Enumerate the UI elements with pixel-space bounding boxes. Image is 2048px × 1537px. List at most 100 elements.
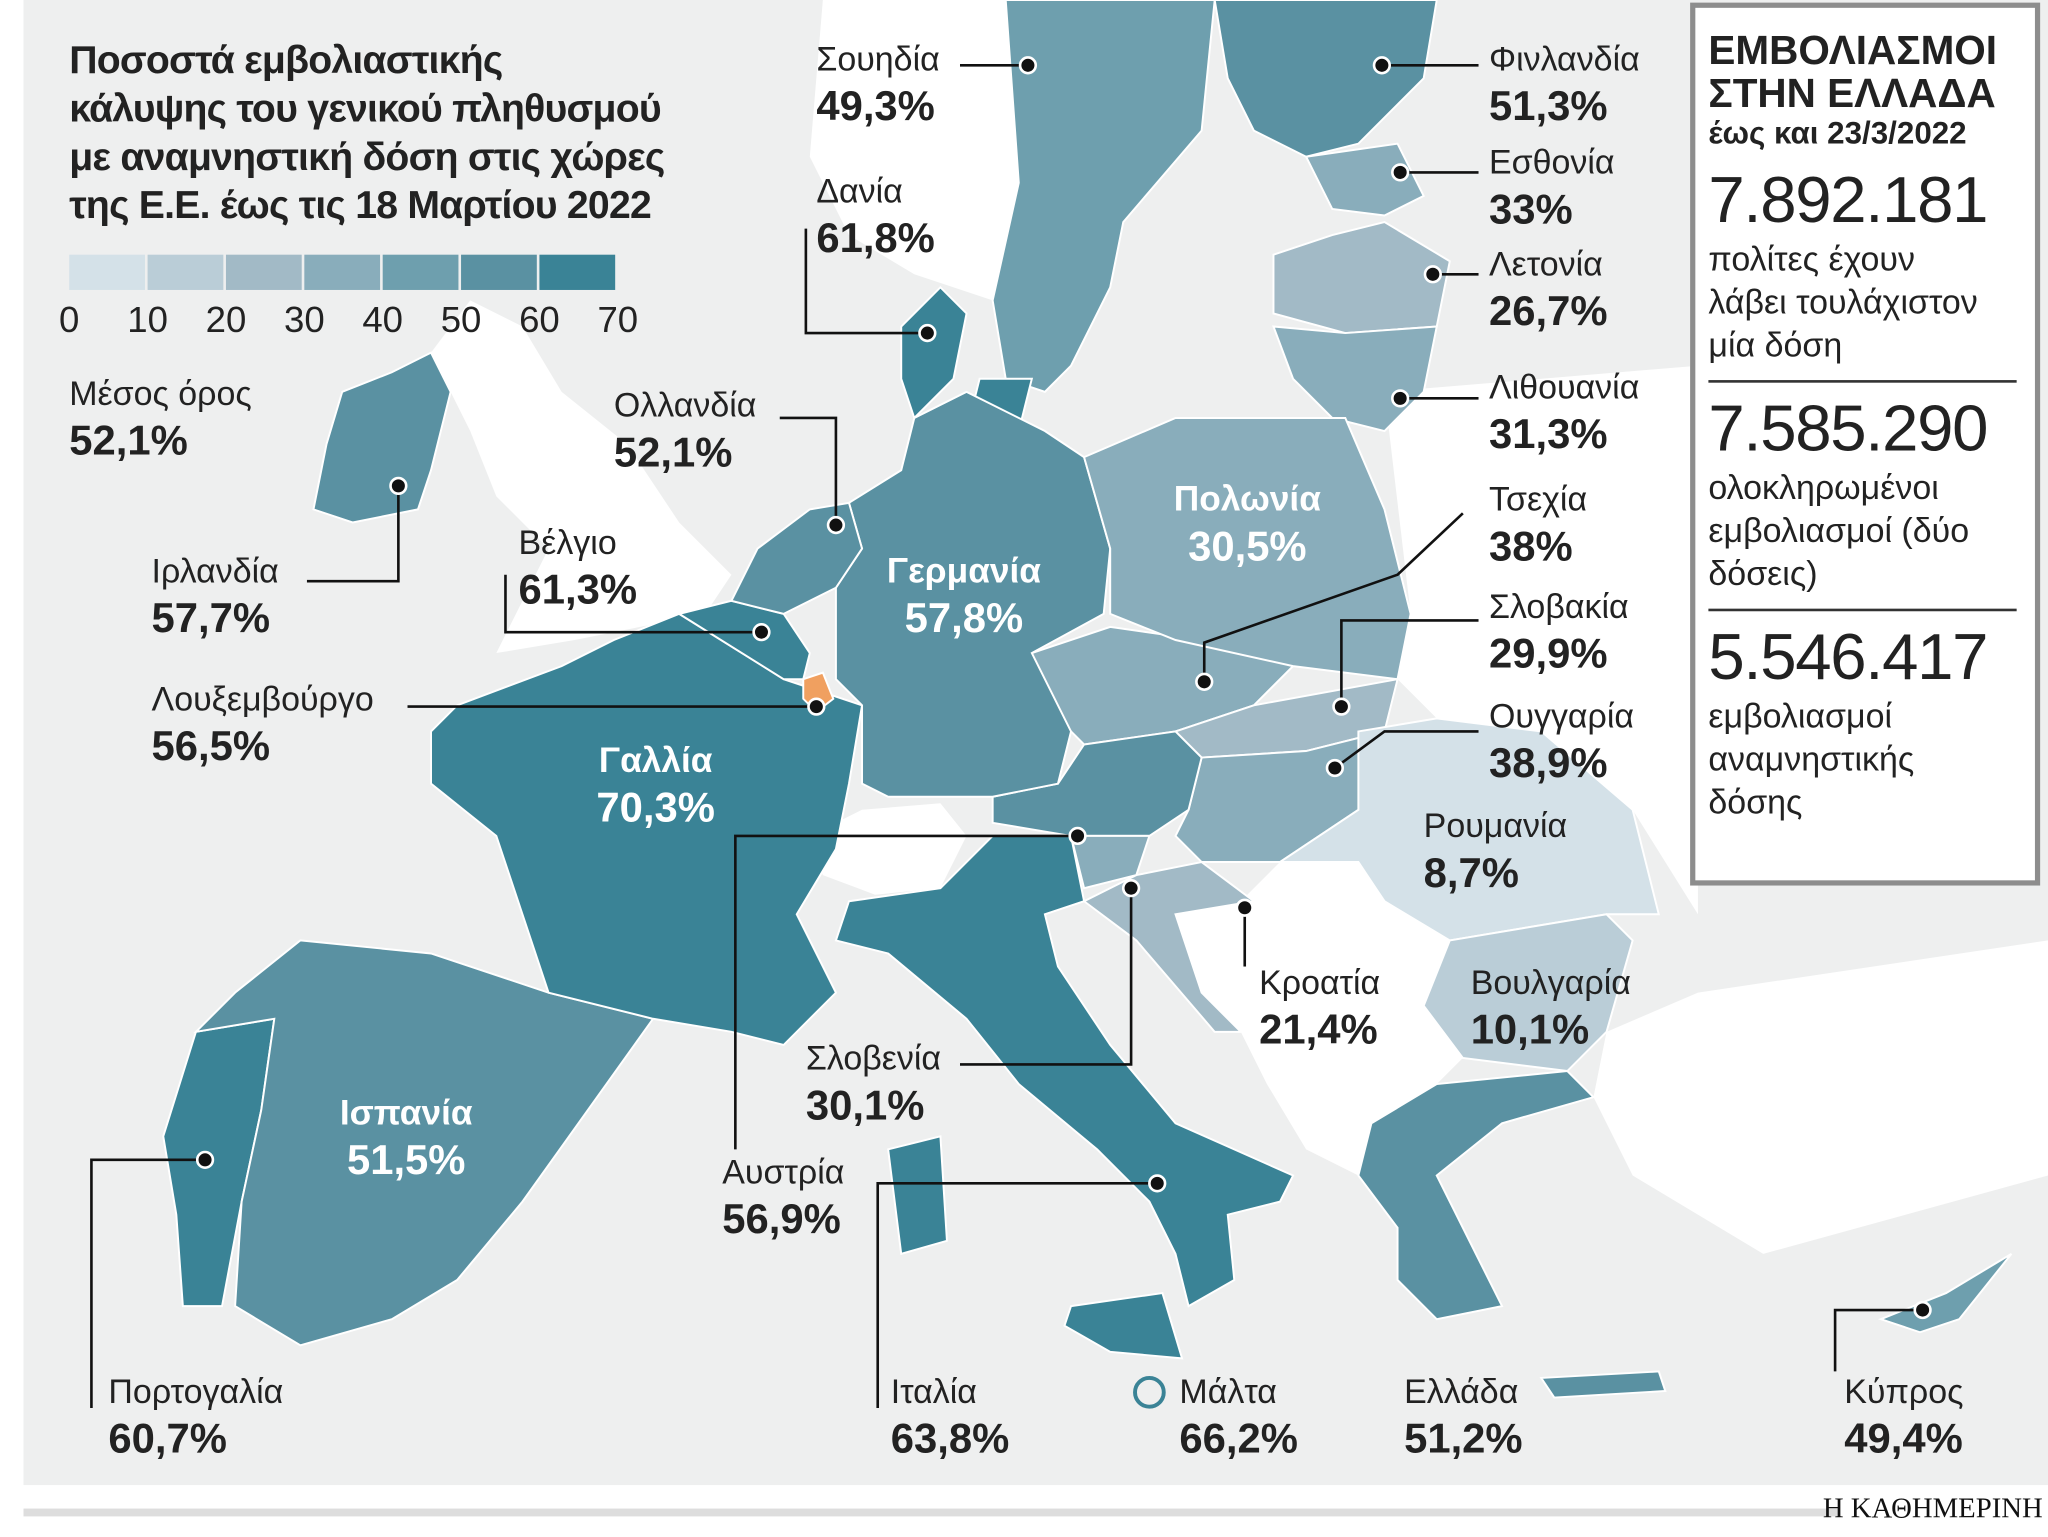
average-label: Μέσος όρος 52,1%	[69, 370, 252, 464]
switzerland-shape	[809, 803, 967, 895]
legend-tick: 70	[597, 299, 639, 340]
marker-dot	[807, 697, 826, 716]
country-value: 30,1%	[805, 1081, 925, 1129]
divider	[1708, 608, 2017, 612]
country-name: Γαλλία	[598, 740, 713, 780]
country-shape-15	[834, 834, 1295, 1308]
country-label: Ιταλία 63,8%	[891, 1368, 1010, 1461]
legend-ticks: 0 10 20 30 40 50 60 70	[59, 299, 644, 341]
leader-line-belgium	[504, 574, 762, 634]
country-name: Μάλτα	[1179, 1371, 1277, 1411]
title-line: Ποσοστά εμβολιαστικής	[69, 39, 503, 83]
country-name: Σλοβενία	[805, 1038, 942, 1078]
marker-dot	[1332, 697, 1351, 716]
country-label: Ελλάδα 51,2%	[1404, 1368, 1523, 1462]
marker-dot	[389, 476, 408, 496]
country-name: Ιρλανδία	[151, 551, 279, 591]
leader-line-denmark	[804, 228, 928, 335]
country-value: 31,3%	[1488, 410, 1608, 458]
turkey-shape	[1593, 940, 2048, 1254]
country-value: 66,2%	[1179, 1414, 1298, 1462]
country-name: Πορτογαλία	[108, 1371, 284, 1411]
marker-dot	[1391, 163, 1410, 182]
map-title: Ποσοστά εμβολιαστικής κάλυψης του γενικο…	[69, 37, 665, 230]
legend-swatch	[69, 254, 145, 290]
country-name: Κύπρος	[1844, 1371, 1964, 1411]
country-label: Λουξεμβούργο 56,5%	[152, 675, 374, 769]
country-value: 33%	[1488, 185, 1573, 233]
country-label: Μάλτα 66,2%	[1179, 1368, 1298, 1462]
legend-swatch	[225, 254, 302, 290]
country-value: 30,5%	[1188, 522, 1307, 570]
leader-line-netherlands	[779, 416, 838, 526]
country-label: Βέλγιο 61,3%	[518, 519, 638, 613]
marker-dot	[1913, 1300, 1932, 1320]
marker-dot	[1148, 1174, 1167, 1193]
stat-number: 5.546.417	[1708, 620, 1988, 694]
country-label: Πορτογαλία 60,7%	[108, 1368, 284, 1462]
legend-tick: 60	[519, 299, 560, 340]
country-label: Φινλανδία 51,3%	[1489, 35, 1640, 129]
country-value: 60,7%	[108, 1414, 227, 1462]
box-heading: ΣΤΗΝ ΕΛΛΑΔΑ	[1708, 70, 1996, 117]
country-name: Βέλγιο	[518, 522, 617, 562]
country-value: 51,3%	[1488, 82, 1608, 130]
stat-text: εμβολιασμοί (δύο	[1708, 510, 1970, 550]
marker-dot	[1391, 389, 1410, 408]
country-name: Αυστρία	[722, 1151, 845, 1192]
country-name: Ουγγαρία	[1488, 696, 1635, 736]
country-shape-3	[1304, 142, 1425, 217]
stat-number: 7.892.181	[1708, 163, 1988, 237]
country-value: 57,7%	[151, 594, 271, 642]
great-britain-shape	[431, 300, 732, 654]
country-label: Λιθουανία 31,3%	[1489, 363, 1639, 457]
country-label: Ισπανία 51,5%	[340, 1089, 473, 1183]
country-name: Βουλγαρία	[1470, 962, 1631, 1002]
country-label: Δανία 61,8%	[816, 167, 935, 261]
country-value: 57,8%	[904, 594, 1024, 642]
country-label: Πολωνία 30,5%	[1174, 475, 1321, 569]
country-value: 61,3%	[518, 565, 638, 613]
country-shape-26	[312, 351, 452, 524]
country-label: Ιρλανδία 57,7%	[152, 547, 279, 641]
country-value: 56,5%	[151, 722, 271, 770]
country-name: Λουξεμβούργο	[151, 679, 374, 719]
stat-text: δόσης	[1708, 782, 1803, 822]
country-label: Γαλλία 70,3%	[596, 737, 715, 831]
country-label: Ρουμανία 8,7%	[1424, 802, 1567, 896]
marker-dot	[918, 323, 937, 343]
stat-text: ολοκληρωμένοι	[1708, 467, 1939, 507]
legend-tick: 20	[205, 299, 247, 340]
country-name: Γερμανία	[886, 551, 1041, 591]
country-value: 52,1%	[613, 428, 733, 476]
marker-dot	[1325, 758, 1344, 778]
country-name: Ρουμανία	[1423, 805, 1568, 846]
country-name: Ολλανδία	[613, 385, 757, 425]
country-shape-19	[193, 939, 655, 1347]
country-shape-21	[834, 390, 1112, 798]
country-label: Τσεχία 38%	[1489, 475, 1587, 569]
country-label: Αυστρία 56,9%	[722, 1148, 844, 1242]
country-name: Εσθονία	[1488, 142, 1615, 182]
leader-line-cyprus	[1833, 1308, 1923, 1372]
country-shape-11	[1082, 860, 1257, 1033]
marker-dot	[1018, 56, 1038, 75]
country-value: 51,2%	[1404, 1414, 1523, 1462]
country-label: Γερμανία 57,8%	[887, 547, 1041, 641]
country-value: 61,8%	[816, 214, 935, 262]
country-label: Ολλανδία 52,1%	[614, 381, 757, 475]
balkans-shape	[1175, 862, 1463, 1176]
country-value: 21,4%	[1259, 1005, 1378, 1053]
legend-tick: 50	[440, 299, 482, 340]
country-shape-2	[1213, 0, 1438, 158]
country-label: Σλοβενία 30,1%	[806, 1034, 941, 1128]
legend-swatch	[147, 254, 224, 290]
leader-line-slovakia	[1340, 619, 1479, 707]
marker-dot	[195, 1150, 215, 1169]
stat-number: 7.585.290	[1708, 391, 1988, 465]
country-value: 56,9%	[722, 1195, 841, 1243]
country-label: Σλοβακία 29,9%	[1489, 583, 1629, 676]
country-value: 38,9%	[1488, 739, 1608, 787]
country-name: Σουηδία	[816, 39, 940, 79]
